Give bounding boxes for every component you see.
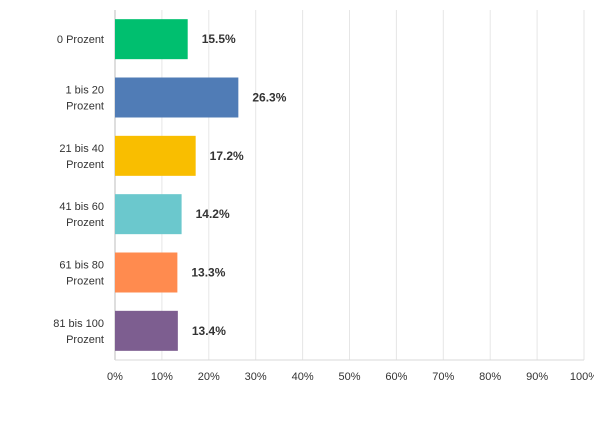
x-tick-label: 50% (338, 371, 360, 383)
x-tick-label: 0% (107, 371, 123, 383)
x-tick-label: 80% (479, 371, 501, 383)
category-label: 41 bis 60 (59, 201, 104, 213)
category-label: 1 bis 20 (65, 85, 104, 97)
value-labels: 15.5% 26.3% 17.2% 14.2% 13.3% 13.4% (191, 32, 286, 338)
value-label: 26.3% (252, 91, 286, 105)
category-labels: 0 Prozent 1 bis 20 Prozent 21 bis 40 Prozent… (53, 34, 104, 346)
bar (115, 194, 182, 235)
x-tick-label: 20% (198, 371, 220, 383)
bar (115, 19, 188, 60)
value-label: 13.3% (191, 266, 225, 280)
x-tick-label: 10% (151, 371, 173, 383)
value-label: 17.2% (210, 149, 244, 163)
bar (115, 252, 178, 293)
bar (115, 77, 239, 118)
bars-group (115, 19, 239, 351)
category-label: 0 Prozent (57, 34, 104, 46)
bar (115, 135, 196, 176)
category-label: 81 bis 100 (53, 318, 104, 330)
x-tick-labels: 0% 10% 20% 30% 40% 50% 60% 70% 80% 90% 100% (107, 371, 594, 383)
value-label: 15.5% (202, 32, 236, 46)
x-tick-label: 30% (245, 371, 267, 383)
category-label: Prozent (66, 101, 104, 113)
x-tick-label: 60% (385, 371, 407, 383)
x-tick-label: 40% (292, 371, 314, 383)
x-tick-label: 70% (432, 371, 454, 383)
value-label: 14.2% (196, 207, 230, 221)
category-label: Prozent (66, 159, 104, 171)
x-tick-label: 90% (526, 371, 548, 383)
category-label: Prozent (66, 217, 104, 229)
category-label: Prozent (66, 334, 104, 346)
value-label: 13.4% (192, 324, 226, 338)
bar (115, 310, 178, 351)
gridlines (161, 10, 585, 360)
x-tick-label: 100% (570, 371, 594, 383)
category-label: Prozent (66, 276, 104, 288)
category-label: 21 bis 40 (59, 143, 104, 155)
category-label: 61 bis 80 (59, 260, 104, 272)
